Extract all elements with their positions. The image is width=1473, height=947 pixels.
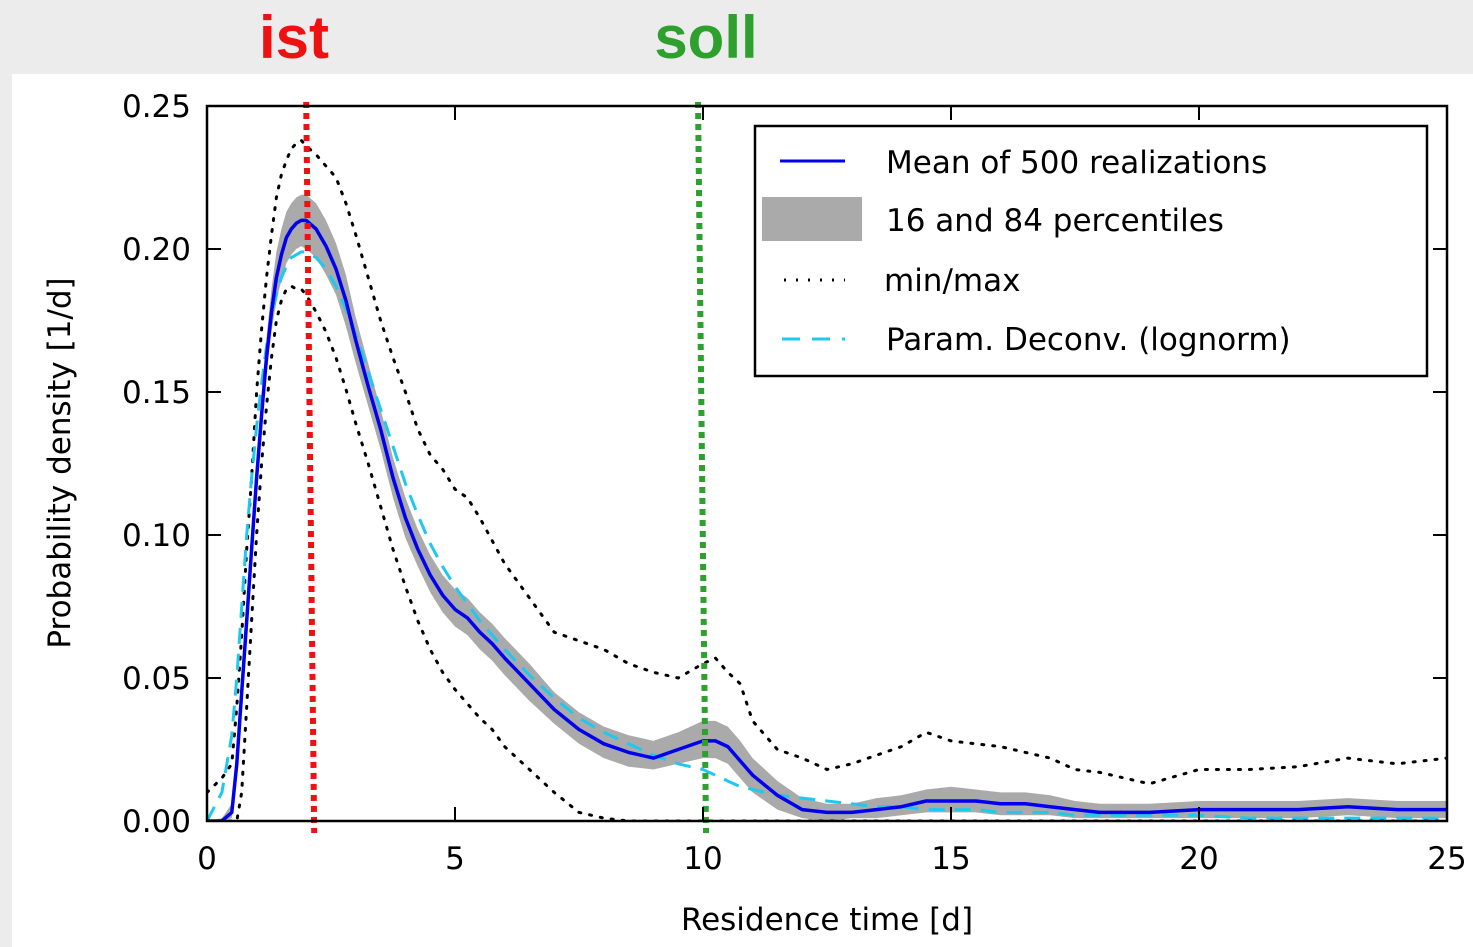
legend-label-mean: Mean of 500 realizations bbox=[886, 145, 1267, 181]
ist-annotation-label: ist bbox=[259, 4, 329, 71]
legend-label-minmax: min/max bbox=[884, 263, 1020, 299]
legend: Mean of 500 realizations 16 and 84 perce… bbox=[753, 124, 1429, 378]
y-tick-label: 0.20 bbox=[122, 232, 191, 268]
y-tick-label: 0.00 bbox=[122, 804, 191, 840]
x-tick-label: 25 bbox=[1427, 841, 1466, 877]
x-tick-label: 15 bbox=[931, 841, 970, 877]
legend-swatch-percentiles bbox=[762, 197, 862, 241]
x-tick-label: 5 bbox=[445, 841, 465, 877]
y-tick-label: 0.15 bbox=[122, 375, 191, 411]
x-axis-label: Residence time [d] bbox=[681, 902, 973, 938]
legend-box bbox=[753, 124, 1429, 378]
x-tick-label: 20 bbox=[1179, 841, 1218, 877]
lognorm-line bbox=[207, 250, 1447, 821]
axis-ticks bbox=[206, 105, 1448, 822]
max-line bbox=[207, 138, 1447, 794]
x-tick-label: 10 bbox=[683, 841, 722, 877]
x-tick-label: 0 bbox=[197, 841, 217, 877]
legend-label-percentiles: 16 and 84 percentiles bbox=[886, 203, 1224, 239]
soll-marker-line bbox=[695, 101, 710, 834]
y-tick-label: 0.10 bbox=[122, 518, 191, 554]
tick-labels: 0 5 10 15 20 25 0.00 0.05 0.10 0.15 0.20 0.25 bbox=[122, 89, 1467, 877]
plot-frame bbox=[205, 104, 1449, 823]
legend-label-lognorm: Param. Deconv. (lognorm) bbox=[886, 322, 1291, 358]
y-tick-label: 0.05 bbox=[122, 661, 191, 697]
percentile-band bbox=[207, 194, 1447, 821]
soll-annotation-label: soll bbox=[654, 4, 757, 71]
y-tick-label: 0.25 bbox=[122, 89, 191, 125]
mean-line bbox=[207, 218, 1447, 821]
annotation-lines bbox=[303, 101, 710, 834]
min-line bbox=[207, 284, 1447, 821]
plot-area bbox=[207, 138, 1447, 821]
ist-marker-line bbox=[303, 101, 318, 834]
y-axis-label: Probability density [1/d] bbox=[42, 277, 78, 648]
